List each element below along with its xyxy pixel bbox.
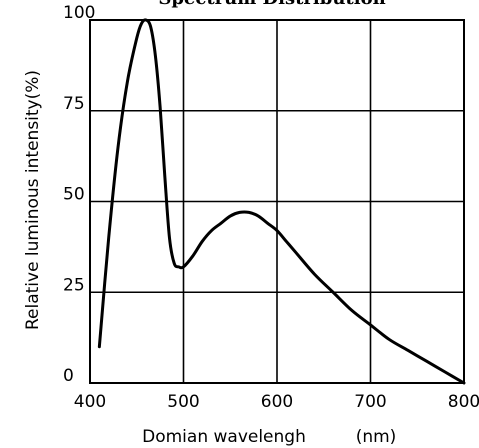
y-tick-label-0: 0 <box>63 366 74 386</box>
x-tick-label-500: 500 <box>167 392 199 412</box>
x-tick-label-400: 400 <box>74 392 106 412</box>
x-axis-label: Domian wavelengh <box>142 427 306 447</box>
y-axis-label: Relative luminous intensity(%) <box>23 70 43 330</box>
y-tick-label-25: 25 <box>63 275 85 295</box>
x-tick-label-800: 800 <box>448 392 479 412</box>
chart-title: Spectrum Distribution <box>158 0 385 9</box>
x-tick-labels: 400 500 600 700 800 <box>74 392 479 412</box>
y-tick-label-75: 75 <box>63 94 85 114</box>
series-line <box>97 18 466 385</box>
x-tick-label-600: 600 <box>261 392 293 412</box>
x-tick-label-700: 700 <box>354 392 386 412</box>
grid <box>89 19 465 384</box>
y-tick-label-100: 100 <box>63 3 95 23</box>
plot-border <box>89 19 465 384</box>
y-tick-labels: 0 25 50 75 100 <box>63 3 95 386</box>
y-tick-label-50: 50 <box>63 185 85 205</box>
x-axis-unit: (nm) <box>356 427 397 447</box>
plot-frame <box>89 19 465 384</box>
